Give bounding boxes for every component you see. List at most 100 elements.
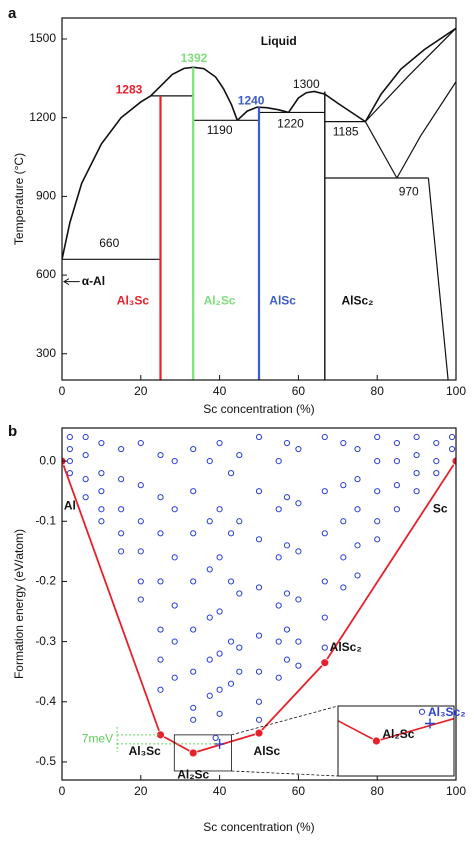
structure-point	[157, 656, 164, 663]
structure-point	[157, 578, 164, 585]
structure-point	[236, 590, 243, 597]
x-tick-label: 0	[59, 384, 66, 398]
x-axis-label: Sc concentration (%)	[203, 402, 314, 416]
structure-point	[393, 457, 400, 465]
x-tick-label: 100	[446, 784, 466, 798]
structure-point	[255, 433, 263, 441]
plus-marker	[214, 738, 225, 749]
hull-point	[254, 728, 264, 738]
structure-point	[98, 506, 105, 513]
structure-point	[216, 650, 223, 657]
hull-point	[320, 658, 330, 668]
structure-point	[190, 668, 197, 675]
structure-point	[283, 590, 291, 597]
hull-point	[451, 456, 456, 466]
x-tick-label: 80	[371, 784, 385, 798]
inset-plus-marker	[425, 718, 435, 729]
structure-point	[216, 710, 223, 717]
structure-point	[295, 662, 302, 669]
x-tick-label: 20	[134, 784, 148, 798]
plot-area	[62, 27, 456, 380]
plot-frame	[61, 17, 457, 381]
phase-boundary	[364, 121, 398, 179]
hull-point	[156, 730, 165, 740]
x-axis-label: Sc concentration (%)	[203, 820, 314, 834]
y-tick-label: -0.4	[35, 694, 56, 708]
structure-point	[275, 554, 282, 561]
structure-point	[255, 632, 263, 639]
structure-point	[354, 476, 361, 483]
structure-point	[157, 451, 164, 459]
structure-point	[374, 433, 381, 441]
structure-point	[82, 433, 89, 441]
phase-boundary	[364, 27, 456, 123]
structure-point	[216, 608, 223, 615]
structure-point	[212, 734, 219, 741]
inset-structure-point	[427, 546, 432, 551]
structure-point	[216, 686, 223, 693]
inset-structure-point	[267, 348, 272, 353]
inset-structure-point	[187, 289, 192, 294]
inset-structure-point	[307, 499, 312, 504]
structure-point	[295, 638, 302, 645]
structure-point	[413, 451, 420, 459]
structure-point	[190, 445, 197, 453]
arrow	[63, 278, 80, 286]
inset-structure-point	[451, 406, 456, 411]
structure-point	[190, 578, 197, 585]
inset-structure-point	[467, 581, 472, 586]
y-tick-label: -0.1	[35, 513, 56, 527]
structure-point	[157, 494, 164, 501]
structure-point	[433, 470, 440, 477]
inset-structure-point	[187, 266, 192, 271]
compound-label: Al	[64, 498, 76, 512]
structure-point	[66, 470, 73, 477]
inset-structure-point	[451, 523, 456, 528]
structure-point	[321, 614, 328, 621]
inset-structure-point	[407, 476, 412, 481]
structure-point	[206, 656, 213, 663]
inset-structure-point	[336, 359, 341, 364]
annotation: α-Al	[82, 274, 105, 288]
structure-point	[171, 602, 178, 609]
structure-point	[283, 439, 291, 447]
inset-structure-point	[267, 219, 272, 224]
compound-label: AlSc	[254, 744, 281, 758]
structure-point	[295, 548, 302, 555]
inset-structure-point	[336, 173, 341, 178]
structure-point	[433, 439, 440, 447]
structure-point	[283, 494, 291, 501]
structure-point	[66, 445, 73, 453]
structure-point	[216, 554, 223, 561]
x-tick-label: 20	[134, 384, 148, 398]
inset-structure-point	[307, 558, 312, 563]
structure-point	[413, 488, 420, 495]
structure-point	[171, 554, 178, 561]
structure-point	[413, 470, 420, 477]
structure-point	[227, 638, 235, 645]
inset-plot	[123, 138, 472, 746]
inset-label: Al₂Sc	[382, 727, 414, 741]
phase-boundary	[427, 177, 449, 380]
inset-structure-point	[451, 604, 456, 609]
inset-structure-point	[427, 359, 432, 364]
phase-boundary	[287, 90, 366, 123]
y-axis-label: Temperature (°C)	[12, 153, 26, 245]
inset-structure-point	[374, 231, 379, 236]
y-tick-label: 1500	[29, 31, 56, 45]
zoom-box	[173, 734, 232, 772]
x-tick-label: 100	[446, 384, 466, 398]
structure-point	[227, 680, 235, 687]
x-tick-label: 60	[292, 384, 306, 398]
x-tick-label: 60	[292, 784, 306, 798]
structure-point	[283, 542, 291, 549]
structure-point	[216, 506, 223, 513]
structure-point	[190, 626, 197, 633]
inset-structure-point	[123, 173, 128, 178]
inset-structure-point	[227, 313, 232, 318]
structure-point	[227, 578, 235, 585]
inset-structure-point	[187, 138, 192, 143]
panel-label: b	[8, 423, 17, 440]
structure-point	[283, 656, 291, 663]
